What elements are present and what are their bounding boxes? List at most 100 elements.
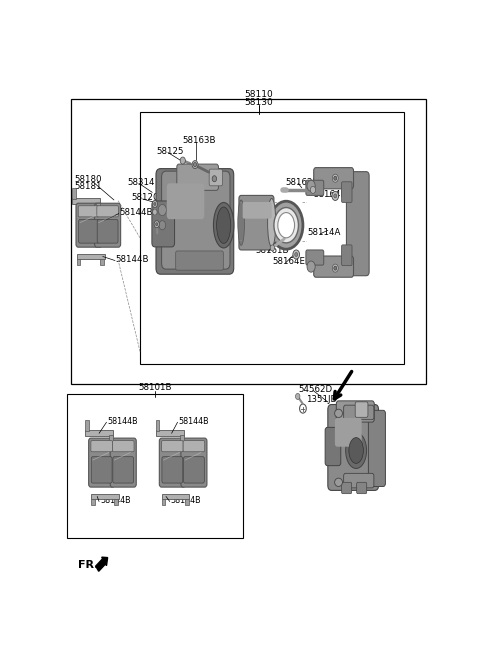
Bar [77, 258, 81, 264]
FancyBboxPatch shape [97, 206, 119, 217]
Circle shape [332, 264, 338, 272]
Ellipse shape [274, 207, 299, 243]
Ellipse shape [269, 201, 303, 249]
FancyBboxPatch shape [162, 441, 183, 452]
FancyBboxPatch shape [328, 405, 379, 491]
Text: 58163B: 58163B [183, 136, 216, 146]
Text: 58314: 58314 [127, 178, 155, 187]
FancyBboxPatch shape [314, 168, 353, 189]
FancyBboxPatch shape [181, 438, 207, 487]
FancyBboxPatch shape [342, 245, 352, 266]
Ellipse shape [267, 198, 276, 247]
FancyBboxPatch shape [335, 418, 362, 447]
Text: 58120: 58120 [132, 194, 159, 203]
Ellipse shape [238, 200, 244, 245]
Ellipse shape [307, 180, 315, 192]
Bar [96, 203, 100, 210]
FancyBboxPatch shape [89, 438, 115, 487]
Text: 58164E: 58164E [314, 190, 347, 199]
Text: 58181: 58181 [75, 182, 102, 192]
Text: 58180: 58180 [75, 175, 102, 184]
Bar [72, 198, 100, 204]
Circle shape [293, 250, 300, 259]
FancyBboxPatch shape [209, 169, 223, 186]
Circle shape [296, 394, 300, 400]
FancyBboxPatch shape [159, 438, 185, 487]
FancyBboxPatch shape [344, 474, 374, 488]
FancyBboxPatch shape [113, 457, 133, 483]
Bar [156, 430, 183, 436]
Bar [77, 254, 105, 259]
Bar [156, 420, 159, 431]
FancyBboxPatch shape [342, 482, 352, 494]
Bar [162, 495, 190, 499]
FancyBboxPatch shape [97, 219, 118, 243]
Bar [72, 188, 76, 199]
Ellipse shape [335, 478, 342, 487]
Circle shape [193, 163, 196, 167]
Text: 58144B: 58144B [116, 255, 149, 264]
Circle shape [154, 220, 159, 228]
FancyBboxPatch shape [344, 405, 374, 420]
FancyBboxPatch shape [183, 457, 204, 483]
FancyArrow shape [96, 557, 108, 571]
Circle shape [332, 174, 338, 182]
Circle shape [153, 209, 157, 215]
Ellipse shape [216, 207, 231, 243]
Text: 58164E: 58164E [272, 257, 305, 266]
Bar [180, 436, 184, 442]
Circle shape [332, 192, 338, 201]
FancyBboxPatch shape [176, 251, 223, 270]
Circle shape [334, 266, 337, 270]
Bar [114, 499, 118, 505]
Circle shape [180, 157, 185, 164]
FancyBboxPatch shape [91, 441, 112, 452]
FancyBboxPatch shape [306, 250, 324, 265]
Ellipse shape [335, 409, 342, 417]
Ellipse shape [159, 220, 166, 230]
Bar [162, 499, 165, 505]
FancyBboxPatch shape [314, 256, 353, 277]
FancyBboxPatch shape [183, 441, 204, 452]
FancyBboxPatch shape [95, 203, 120, 247]
FancyBboxPatch shape [110, 438, 136, 487]
FancyBboxPatch shape [239, 195, 274, 250]
FancyBboxPatch shape [167, 183, 204, 219]
FancyBboxPatch shape [79, 219, 99, 243]
Circle shape [152, 201, 157, 207]
Ellipse shape [349, 438, 363, 463]
Bar [67, 394, 243, 539]
Circle shape [270, 245, 275, 251]
FancyBboxPatch shape [243, 202, 272, 218]
FancyBboxPatch shape [152, 201, 175, 247]
FancyBboxPatch shape [112, 441, 134, 452]
Text: 1351JD: 1351JD [305, 395, 336, 404]
FancyBboxPatch shape [306, 180, 324, 195]
FancyBboxPatch shape [357, 482, 367, 494]
Text: 58125: 58125 [156, 147, 183, 156]
FancyBboxPatch shape [162, 171, 230, 269]
Text: 58161B: 58161B [255, 246, 288, 255]
Bar [91, 495, 119, 499]
FancyBboxPatch shape [156, 169, 234, 274]
Circle shape [212, 176, 216, 182]
Text: 58144B: 58144B [120, 208, 153, 217]
Bar [71, 99, 426, 384]
FancyBboxPatch shape [342, 182, 352, 203]
FancyBboxPatch shape [355, 402, 368, 417]
Text: 58101B: 58101B [138, 383, 172, 392]
Bar [185, 499, 189, 505]
Ellipse shape [307, 261, 315, 272]
Text: 58144B: 58144B [178, 417, 209, 426]
FancyBboxPatch shape [76, 203, 102, 247]
Ellipse shape [158, 205, 167, 216]
Circle shape [156, 222, 158, 226]
Circle shape [334, 176, 337, 180]
FancyBboxPatch shape [162, 457, 183, 483]
FancyBboxPatch shape [91, 457, 112, 483]
Circle shape [192, 161, 198, 169]
Text: 58114A: 58114A [307, 228, 341, 237]
FancyBboxPatch shape [325, 427, 341, 466]
Bar [100, 258, 104, 264]
Bar [140, 112, 404, 364]
